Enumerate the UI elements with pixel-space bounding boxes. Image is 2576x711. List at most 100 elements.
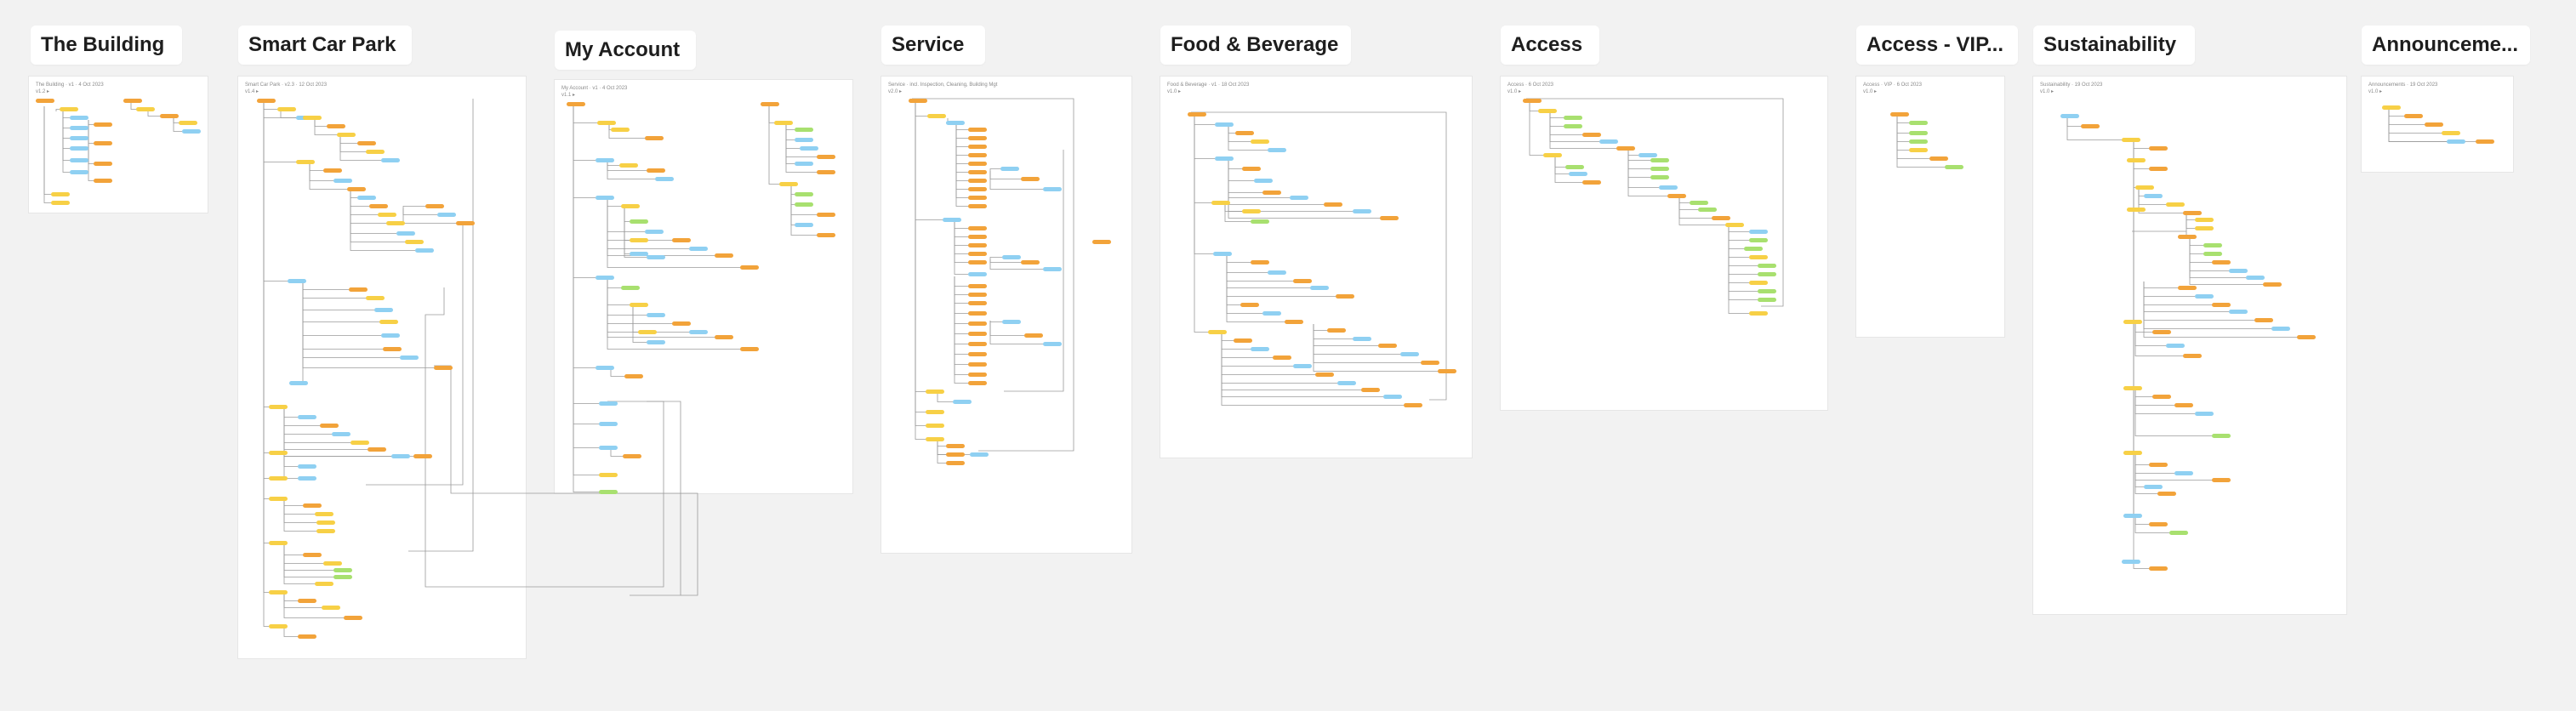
- flow-node[interactable]: [316, 529, 335, 533]
- flow-node[interactable]: [2152, 395, 2171, 399]
- flow-node[interactable]: [647, 313, 665, 317]
- flow-node[interactable]: [1242, 209, 1261, 213]
- flow-node[interactable]: [1543, 153, 1562, 157]
- flow-node[interactable]: [396, 231, 415, 236]
- flow-node[interactable]: [926, 390, 944, 394]
- flow-node[interactable]: [2212, 303, 2231, 307]
- flow-node[interactable]: [596, 276, 614, 280]
- flow-node[interactable]: [968, 272, 987, 276]
- flow-node[interactable]: [596, 366, 614, 370]
- flow-node[interactable]: [2476, 139, 2494, 144]
- flow-node[interactable]: [298, 415, 316, 419]
- flow-node[interactable]: [2195, 294, 2214, 299]
- flow-node[interactable]: [1293, 364, 1312, 368]
- flow-node[interactable]: [1361, 388, 1380, 392]
- flow-node[interactable]: [2212, 260, 2231, 264]
- flow-node[interactable]: [2382, 105, 2401, 110]
- flow-node[interactable]: [597, 121, 616, 125]
- flow-node[interactable]: [1043, 187, 1062, 191]
- flow-node[interactable]: [51, 201, 70, 205]
- flow-node[interactable]: [70, 146, 88, 151]
- flow-node[interactable]: [1909, 148, 1928, 152]
- flow-node[interactable]: [943, 218, 961, 222]
- flow-node[interactable]: [1909, 131, 1928, 135]
- flow-node[interactable]: [596, 158, 614, 162]
- flow-node[interactable]: [795, 202, 813, 207]
- flow-node[interactable]: [624, 374, 643, 378]
- flow-node[interactable]: [630, 219, 648, 224]
- flow-node[interactable]: [1353, 337, 1371, 341]
- flow-node[interactable]: [599, 422, 618, 426]
- flow-node[interactable]: [1336, 294, 1354, 299]
- flow-node[interactable]: [800, 146, 818, 151]
- flow-node[interactable]: [1758, 298, 1776, 302]
- flow-node[interactable]: [968, 260, 987, 264]
- flow-node[interactable]: [1438, 369, 1456, 373]
- flow-node[interactable]: [1215, 156, 1234, 161]
- flow-node[interactable]: [647, 255, 665, 259]
- flow-node[interactable]: [968, 226, 987, 230]
- flow-node[interactable]: [320, 424, 339, 428]
- flow-node[interactable]: [400, 356, 419, 360]
- flow-node[interactable]: [968, 179, 987, 183]
- flow-node[interactable]: [817, 155, 835, 159]
- flow-node[interactable]: [1712, 216, 1730, 220]
- flow-node[interactable]: [2127, 158, 2146, 162]
- flow-node[interactable]: [1929, 156, 1948, 161]
- flow-node[interactable]: [1650, 167, 1669, 171]
- flow-node[interactable]: [968, 204, 987, 208]
- frame-title-vip[interactable]: Access - VIP...: [1856, 26, 2018, 65]
- flow-node[interactable]: [1315, 373, 1334, 377]
- frame-carpark[interactable]: Smart Car Park · v2.3 · 12 Oct 2023 v1.4…: [238, 77, 526, 658]
- flow-node[interactable]: [70, 170, 88, 174]
- flow-node[interactable]: [123, 99, 142, 103]
- flow-node[interactable]: [2149, 167, 2168, 171]
- frame-title-building[interactable]: The Building: [31, 26, 182, 65]
- flow-node[interactable]: [909, 99, 927, 103]
- flow-node[interactable]: [689, 247, 708, 251]
- flow-node[interactable]: [2183, 211, 2202, 215]
- flow-node[interactable]: [1268, 148, 1286, 152]
- frame-vip[interactable]: Access · VIP · 6 Oct 2023 v1.0 ▸: [1856, 77, 2004, 337]
- frame-title-account[interactable]: My Account: [555, 31, 696, 70]
- flow-node[interactable]: [1211, 201, 1230, 205]
- flow-node[interactable]: [366, 150, 385, 154]
- flow-node[interactable]: [630, 252, 648, 256]
- flow-node[interactable]: [1273, 356, 1291, 360]
- flow-node[interactable]: [379, 320, 398, 324]
- flow-node[interactable]: [968, 252, 987, 256]
- flow-node[interactable]: [599, 401, 618, 406]
- flow-node[interactable]: [2404, 114, 2423, 118]
- flow-node[interactable]: [2174, 471, 2193, 475]
- flow-node[interactable]: [70, 158, 88, 162]
- flow-node[interactable]: [269, 476, 288, 481]
- flow-node[interactable]: [1380, 216, 1399, 220]
- flow-node[interactable]: [1251, 347, 1269, 351]
- flow-node[interactable]: [269, 451, 288, 455]
- flow-node[interactable]: [2123, 451, 2142, 455]
- flow-node[interactable]: [1565, 165, 1584, 169]
- flow-node[interactable]: [2149, 146, 2168, 151]
- flow-node[interactable]: [926, 410, 944, 414]
- flow-node[interactable]: [1251, 219, 1269, 224]
- flow-node[interactable]: [269, 541, 288, 545]
- flow-node[interactable]: [1188, 112, 1206, 117]
- flow-node[interactable]: [378, 213, 396, 217]
- flow-node[interactable]: [1378, 344, 1397, 348]
- flow-node[interactable]: [655, 177, 674, 181]
- flow-node[interactable]: [968, 311, 987, 316]
- flow-node[interactable]: [1523, 99, 1542, 103]
- flow-node[interactable]: [621, 286, 640, 290]
- flow-node[interactable]: [968, 243, 987, 247]
- flow-node[interactable]: [672, 238, 691, 242]
- flow-node[interactable]: [1208, 330, 1227, 334]
- flow-node[interactable]: [817, 233, 835, 237]
- flow-node[interactable]: [953, 400, 972, 404]
- flow-node[interactable]: [1240, 303, 1259, 307]
- flow-node[interactable]: [1254, 179, 1273, 183]
- flow-node[interactable]: [761, 102, 779, 106]
- flow-node[interactable]: [968, 128, 987, 132]
- flow-node[interactable]: [968, 293, 987, 297]
- flow-node[interactable]: [968, 162, 987, 166]
- flow-node[interactable]: [946, 121, 965, 125]
